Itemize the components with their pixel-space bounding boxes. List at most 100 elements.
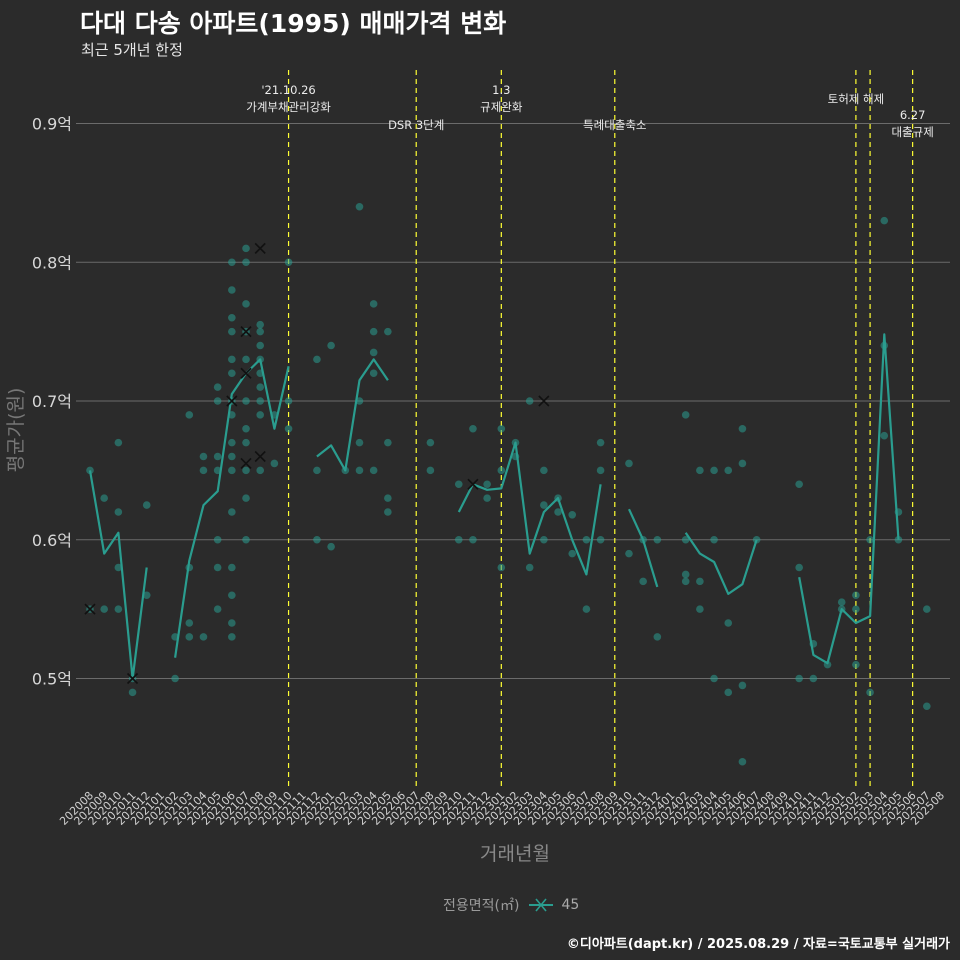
data-point — [327, 341, 335, 350]
data-point — [242, 494, 250, 502]
event-label: 특례대출축소 — [583, 118, 646, 132]
data-point — [228, 633, 236, 641]
data-point — [625, 459, 633, 468]
series-line-45 — [457, 441, 602, 576]
data-point — [228, 619, 236, 627]
data-point — [213, 383, 222, 391]
data-point — [369, 369, 378, 378]
data-point — [384, 494, 392, 502]
data-point — [228, 466, 236, 475]
data-point — [242, 535, 250, 544]
data-point — [426, 466, 435, 475]
legend-key-icon — [529, 898, 554, 912]
data-point — [497, 466, 506, 475]
event-label: 가계부채관리강화 — [246, 100, 331, 114]
data-point — [228, 508, 236, 516]
data-point — [256, 411, 265, 419]
cross-marker — [126, 672, 139, 685]
data-point — [242, 244, 250, 253]
event-label: DSR 3단계 — [388, 118, 444, 132]
data-point — [752, 535, 761, 544]
grid-lines — [76, 123, 950, 679]
data-point — [554, 508, 562, 516]
data-point — [625, 549, 633, 558]
data-point — [738, 459, 747, 468]
data-point — [795, 674, 803, 683]
series-line-45 — [174, 358, 290, 658]
data-point — [852, 605, 860, 613]
data-point — [213, 563, 222, 572]
data-point — [313, 535, 321, 544]
data-point — [114, 508, 123, 516]
data-point — [228, 452, 236, 461]
series-line-45 — [628, 508, 659, 588]
chart-title: 다대 다송 아파트(1995) 매매가격 변화 — [80, 9, 507, 38]
data-point — [866, 535, 874, 544]
data-point — [724, 688, 733, 697]
data-point — [86, 466, 94, 475]
data-point — [454, 535, 463, 544]
data-point — [228, 563, 236, 572]
data-point — [327, 542, 335, 551]
data-point — [355, 438, 364, 447]
data-point — [369, 300, 378, 308]
y-axis-label: 평균가(원) — [5, 388, 27, 473]
data-point — [355, 202, 364, 211]
data-point — [228, 258, 236, 267]
data-point — [228, 313, 236, 322]
data-point — [369, 348, 378, 357]
data-point — [525, 397, 534, 405]
data-point — [284, 397, 293, 405]
data-point — [242, 438, 250, 447]
data-point — [696, 605, 704, 613]
event-label: 1.3 — [492, 83, 510, 97]
data-point — [242, 355, 250, 364]
data-point — [880, 216, 889, 225]
cross-marker — [538, 395, 550, 407]
data-point — [256, 397, 265, 405]
cross-marker — [254, 242, 266, 254]
data-point — [795, 563, 803, 572]
series-line-45 — [316, 358, 389, 472]
data-point — [525, 563, 534, 572]
legend-entry-45: 45 — [561, 897, 580, 913]
data-point — [738, 757, 747, 766]
data-point — [213, 605, 222, 613]
series-line-45 — [798, 333, 900, 665]
data-point — [256, 327, 265, 336]
cross-marker — [226, 395, 238, 407]
data-point — [213, 452, 222, 461]
data-point — [185, 411, 194, 419]
data-point — [880, 431, 889, 440]
event-label: 대출규제 — [891, 125, 933, 139]
data-point — [142, 501, 151, 509]
y-tick-label: 0.6억 — [32, 531, 72, 550]
event-label: 토허제 해제 — [828, 92, 885, 106]
data-point — [568, 510, 577, 519]
data-point — [228, 438, 236, 447]
data-point — [710, 674, 718, 683]
data-point — [497, 563, 506, 572]
y-tick-label: 0.7억 — [32, 392, 72, 411]
data-point — [497, 424, 506, 433]
data-point — [738, 424, 747, 433]
data-point — [369, 466, 378, 475]
data-point — [696, 466, 704, 475]
data-point — [228, 355, 236, 364]
data-point — [639, 577, 647, 586]
data-point — [710, 466, 718, 475]
y-axis: 0.5억 0.6억 0.7억 0.8억 0.9억 — [32, 115, 72, 689]
cross-marker — [254, 450, 266, 463]
data-point — [596, 466, 605, 475]
source-caption: ©디아파트(dapt.kr) / 2025.08.29 / 자료=국토교통부 실… — [566, 937, 950, 952]
legend-title: 전용면적(㎡) — [443, 898, 520, 914]
data-point — [384, 438, 392, 447]
data-point — [681, 577, 690, 586]
data-point — [355, 466, 364, 475]
chart-subtitle: 최근 5개년 한정 — [81, 41, 183, 59]
series-line-45 — [684, 532, 758, 596]
data-point — [199, 633, 208, 641]
data-point — [270, 459, 279, 468]
